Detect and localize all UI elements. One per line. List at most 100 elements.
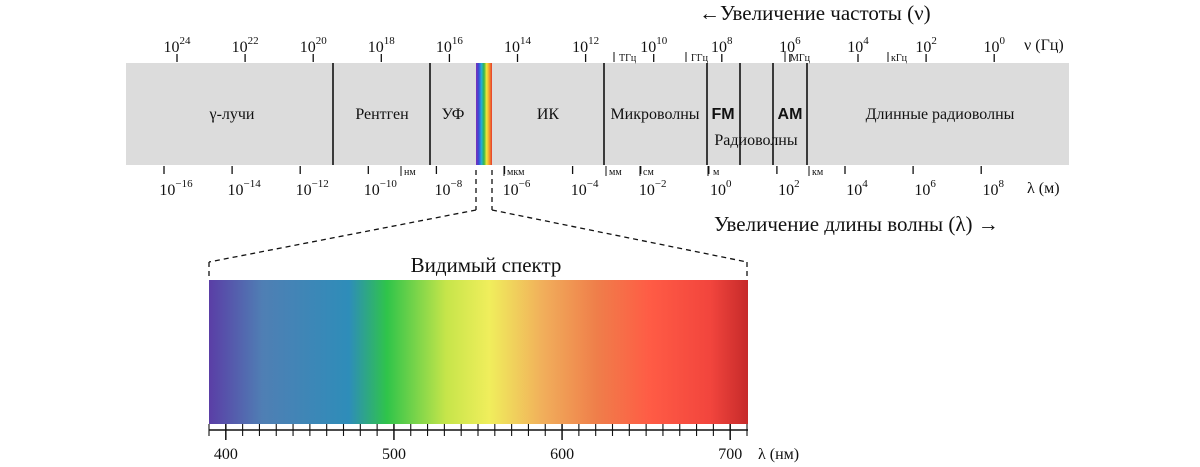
band-label-gamma: γ-лучи — [209, 106, 255, 123]
wavelength-unit-mark: м — [713, 167, 720, 178]
frequency-tick-label-base: 10 — [779, 39, 795, 56]
wavelength-tick-label-exponent: −6 — [519, 178, 531, 190]
frequency-unit-mark: ТГц — [619, 53, 637, 64]
wavelength-tick-label-exponent: 8 — [998, 178, 1004, 190]
frequency-tick-label: 104 — [847, 35, 869, 56]
frequency-tick-label-base: 10 — [640, 39, 656, 56]
frequency-unit-marks: ТГц ГГц МГц кГц — [613, 52, 908, 64]
frequency-tick-label: 108 — [711, 35, 733, 56]
band-label-microwave: Микроволны — [610, 106, 699, 123]
wavelength-tick-label-base: 10 — [914, 182, 930, 199]
wavelength-tick-label-exponent: 0 — [726, 178, 732, 190]
frequency-unit-mark: МГц — [790, 53, 811, 64]
wavelength-tick-label: 104 — [846, 178, 868, 199]
frequency-tick-label-base: 10 — [915, 39, 931, 56]
frequency-tick-label-base: 10 — [847, 39, 863, 56]
wavelength-tick-label: 10−6 — [503, 178, 531, 199]
frequency-tick-label-exponent: 16 — [452, 35, 464, 47]
frequency-tick-label-base: 10 — [368, 39, 384, 56]
frequency-tick-label-exponent: 22 — [248, 35, 259, 47]
band-dividers — [332, 63, 808, 165]
frequency-tick-label: 1018 — [368, 35, 396, 56]
frequency-tick-label-base: 10 — [300, 39, 316, 56]
wavelength-tick-label-base: 10 — [503, 182, 519, 199]
wavelength-increase-label: Увеличение длины волны (λ) → — [714, 212, 999, 236]
spectrum-band — [126, 63, 1069, 165]
visible-axis-labels: 400 500 600 700 — [214, 446, 742, 463]
band-label-radio: Радиоволны — [714, 132, 797, 149]
wavelength-tick-label-base: 10 — [227, 182, 243, 199]
wavelength-tick-label: 102 — [778, 178, 800, 199]
wavelength-tick-label-exponent: −16 — [175, 178, 193, 190]
wavelength-tick-label-exponent: −4 — [587, 178, 599, 190]
frequency-tick-label: 1012 — [572, 35, 599, 56]
frequency-tick-label: 106 — [779, 35, 801, 56]
frequency-tick-label-base: 10 — [711, 39, 727, 56]
wavelength-tick-label: 10−14 — [227, 178, 261, 199]
frequency-tick-label: 102 — [915, 35, 937, 56]
wavelength-tick-label-base: 10 — [435, 182, 451, 199]
frequency-tick-label-base: 10 — [983, 39, 999, 56]
wavelength-tick-label: 10−4 — [571, 178, 599, 199]
frequency-tick-label-base: 10 — [572, 39, 588, 56]
frequency-tick-label: 1022 — [232, 35, 259, 56]
wavelength-tick-label: 10−10 — [364, 178, 398, 199]
wavelength-tick-label-exponent: 6 — [930, 178, 936, 190]
frequency-axis: 1024 1022 1020 1018 1016 1014 1012 1010 108 106 10… — [164, 35, 1005, 62]
wavelength-tick-label: 10−16 — [159, 178, 193, 199]
wavelength-tick-label-base: 10 — [296, 182, 312, 199]
wavelength-tick-label-base: 10 — [982, 182, 998, 199]
frequency-tick-label-exponent: 4 — [863, 35, 869, 47]
frequency-tick-label-base: 10 — [232, 39, 248, 56]
wavelength-tick-label: 100 — [710, 178, 732, 199]
zoom-connector-left-diagonal — [208, 209, 477, 263]
frequency-tick-label: 1010 — [640, 35, 668, 56]
visible-axis-unit-label: λ (нм) — [758, 446, 799, 463]
zoom-connector — [208, 170, 748, 278]
wavelength-unit-mark: см — [643, 167, 654, 178]
visible-axis-ticks — [208, 424, 748, 440]
band-label-ir: ИК — [537, 106, 560, 123]
wavelength-tick-label: 10−12 — [296, 178, 329, 199]
frequency-tick-label: 1016 — [436, 35, 464, 56]
frequency-unit-label: ν (Гц) — [1024, 37, 1064, 54]
frequency-tick-label-exponent: 14 — [520, 35, 532, 47]
wavelength-tick-label-base: 10 — [846, 182, 862, 199]
frequency-tick-label-base: 10 — [164, 39, 180, 56]
wavelength-tick-label: 108 — [982, 178, 1004, 199]
frequency-tick-label-exponent: 6 — [795, 35, 801, 47]
wavelength-tick-label-base: 10 — [159, 182, 175, 199]
band-label-xray: Рентген — [355, 106, 409, 123]
visible-tick-label: 700 — [718, 446, 742, 463]
frequency-tick-label-exponent: 2 — [931, 35, 937, 47]
wavelength-tick-label-exponent: 2 — [794, 178, 800, 190]
frequency-tick-label-exponent: 8 — [727, 35, 733, 47]
wavelength-tick-label: 10−8 — [435, 178, 463, 199]
frequency-tick-label-exponent: 24 — [180, 35, 192, 47]
frequency-tick-label: 1014 — [504, 35, 532, 56]
frequency-unit-mark: кГц — [891, 53, 908, 64]
wavelength-tick-label-exponent: −8 — [451, 178, 463, 190]
wavelength-unit-marks: нм мкм мм см м км — [400, 166, 824, 178]
wavelength-tick-label-exponent: −12 — [312, 178, 329, 190]
visible-rainbow-strip — [476, 63, 492, 165]
wavelength-tick-label-base: 10 — [710, 182, 726, 199]
frequency-tick-label-exponent: 20 — [316, 35, 328, 47]
band-label-fm: FM — [711, 106, 734, 123]
wavelength-unit-label: λ (м) — [1027, 180, 1060, 197]
frequency-tick-label: 1020 — [300, 35, 328, 56]
wavelength-tick-label-base: 10 — [778, 182, 794, 199]
zoom-connector-right-diagonal — [491, 209, 748, 263]
visible-tick-label: 500 — [382, 446, 406, 463]
visible-tick-label: 600 — [550, 446, 574, 463]
band-label-long-radio: Длинные радиоволны — [866, 106, 1015, 123]
frequency-unit-mark: ГГц — [691, 53, 709, 64]
visible-spectrum-gradient — [209, 280, 748, 424]
visible-tick-label: 400 — [214, 446, 238, 463]
wavelength-tick-label-exponent: 4 — [862, 178, 868, 190]
wavelength-tick-label-exponent: −10 — [380, 178, 398, 190]
frequency-increase-label: ←Увеличение частоты (ν) — [699, 1, 931, 25]
wavelength-tick-label: 10−2 — [639, 178, 667, 199]
wavelength-tick-label-base: 10 — [639, 182, 655, 199]
